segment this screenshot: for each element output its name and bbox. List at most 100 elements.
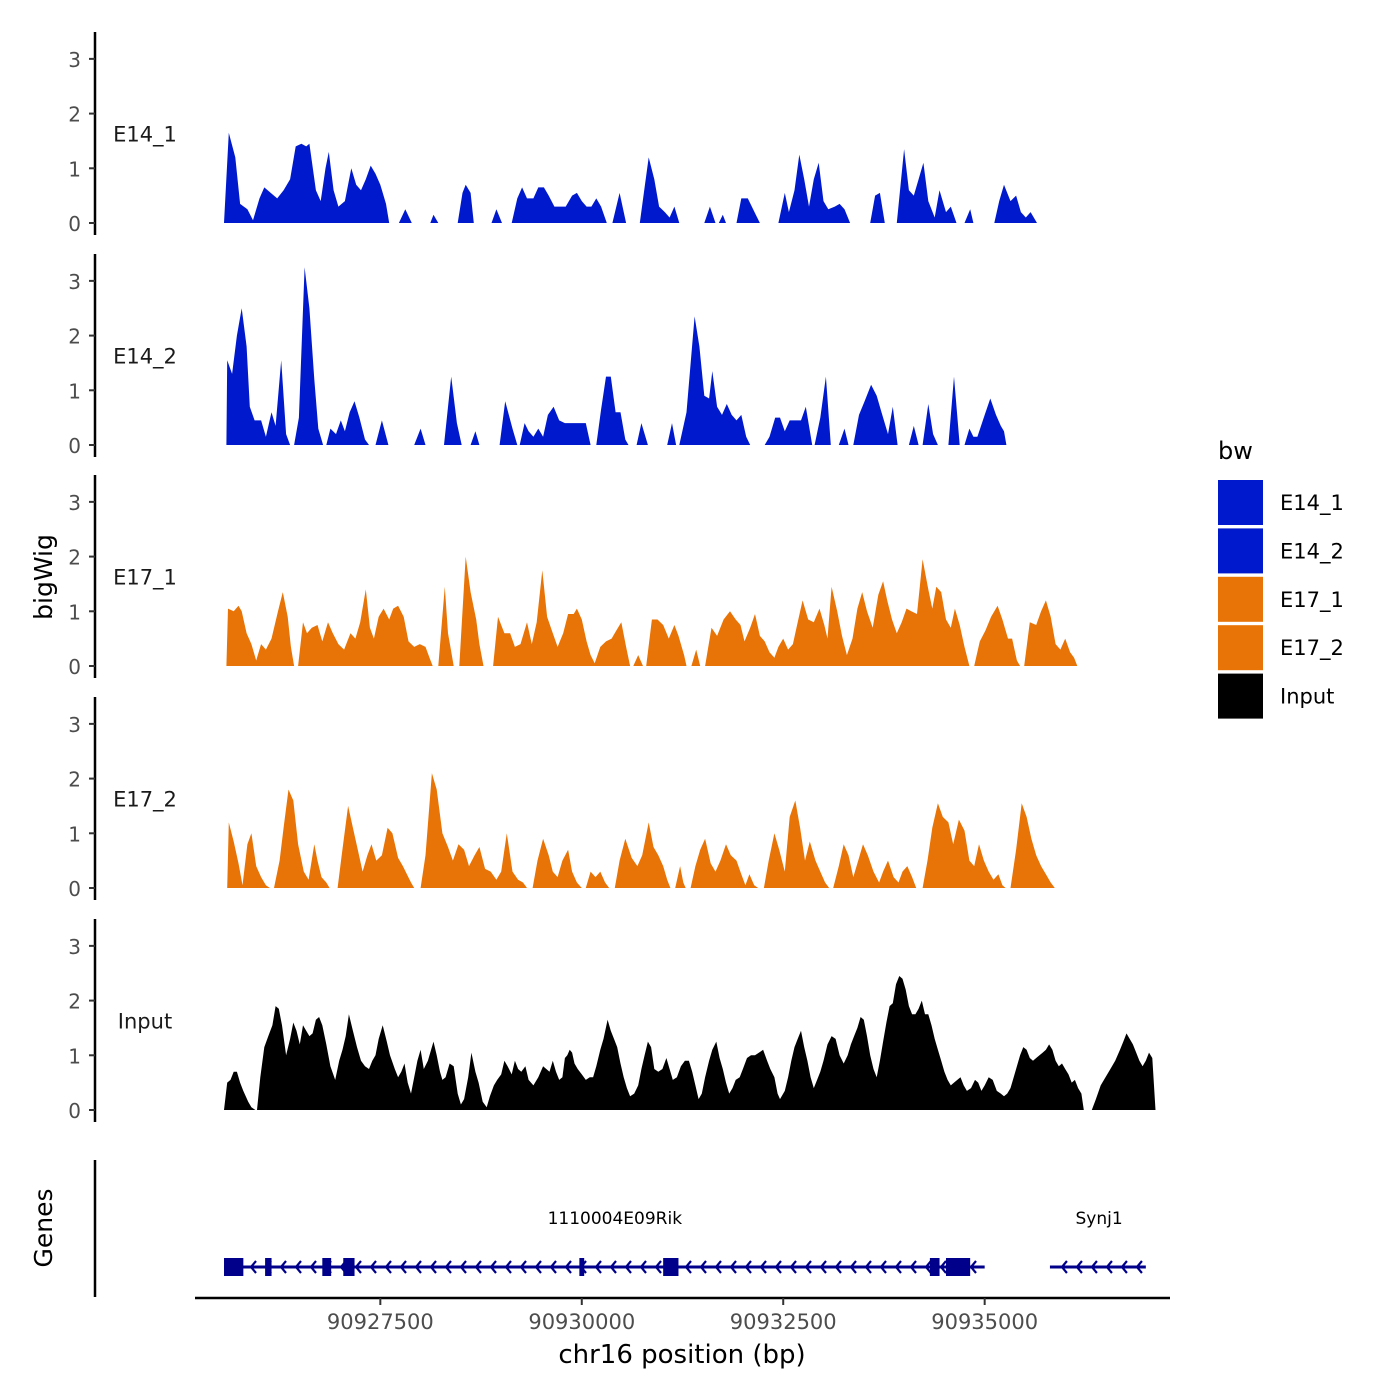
strand-arrow bbox=[969, 1260, 977, 1274]
exon bbox=[579, 1258, 585, 1276]
exon bbox=[945, 1258, 971, 1276]
x-axis: 90927500 90930000 90932500 90935000 chr16 p… bbox=[195, 1296, 1170, 1370]
x-tick-label: 90935000 bbox=[931, 1310, 1038, 1334]
strand-arrow bbox=[609, 1260, 617, 1274]
strand-arrow bbox=[759, 1260, 767, 1274]
y-tick-label: 0 bbox=[68, 212, 81, 236]
strand-arrow bbox=[399, 1260, 407, 1274]
strand-arrow bbox=[879, 1260, 887, 1274]
strand-arrow bbox=[939, 1260, 947, 1274]
legend-items: E14_1 E14_2 E17_1 E17_2 Input bbox=[1218, 480, 1344, 719]
x-axis-title: chr16 position (bp) bbox=[558, 1340, 805, 1370]
y-tick-label: 2 bbox=[68, 768, 81, 792]
track-E17_1: 0 1 2 3 E17_1 bbox=[68, 475, 1142, 679]
y-axis-title: bigWig bbox=[29, 534, 58, 620]
strand-arrow bbox=[444, 1260, 452, 1274]
strand-arrow bbox=[729, 1260, 737, 1274]
strand-arrow bbox=[504, 1260, 512, 1274]
genes-panel: Genes 1110004E09Rik Synj1 bbox=[29, 1160, 1146, 1297]
y-tick-label: 1 bbox=[68, 157, 81, 181]
strand-arrow bbox=[849, 1260, 857, 1274]
strand-arrow bbox=[1090, 1260, 1098, 1274]
strand-arrow bbox=[534, 1260, 542, 1274]
strand-arrow bbox=[744, 1260, 752, 1274]
track-label: E14_1 bbox=[113, 123, 177, 148]
strand-arrow bbox=[654, 1260, 662, 1274]
strand-arrow bbox=[414, 1260, 422, 1274]
coverage-area-E17_2 bbox=[227, 773, 1140, 888]
y-tick-label: 3 bbox=[68, 48, 81, 72]
y-tick-label: 0 bbox=[68, 877, 81, 901]
track-label: Input bbox=[118, 1010, 172, 1034]
strand-arrow bbox=[909, 1260, 917, 1274]
track-label: E17_2 bbox=[113, 788, 177, 813]
track-E14_2: 0 1 2 3 E14_2 bbox=[68, 254, 1007, 458]
strand-arrow bbox=[1105, 1260, 1113, 1274]
exon bbox=[224, 1258, 244, 1276]
gene-label: Synj1 bbox=[1076, 1209, 1123, 1229]
strand-arrow bbox=[549, 1260, 557, 1274]
strand-arrow bbox=[684, 1260, 692, 1274]
legend-item-E17_1: E17_1 bbox=[1218, 576, 1344, 622]
y-tick-label: 1 bbox=[68, 1044, 81, 1068]
strand-arrow bbox=[459, 1260, 467, 1274]
legend-label: E17_2 bbox=[1280, 636, 1344, 661]
coverage-area-E14_2 bbox=[226, 267, 1007, 445]
strand-arrow bbox=[834, 1260, 842, 1274]
strand-arrow bbox=[624, 1260, 632, 1274]
strand-arrow bbox=[564, 1260, 572, 1274]
strand-arrow bbox=[639, 1260, 647, 1274]
y-tick-label: 3 bbox=[68, 713, 81, 737]
y-tick-label: 3 bbox=[68, 935, 81, 959]
strand-arrow bbox=[429, 1260, 437, 1274]
gene-track: 1110004E09Rik Synj1 bbox=[224, 1209, 1146, 1276]
legend-label: E14_1 bbox=[1280, 491, 1344, 516]
y-tick-label: 2 bbox=[68, 103, 81, 127]
strand-arrow bbox=[924, 1260, 932, 1274]
strand-arrow bbox=[774, 1260, 782, 1274]
strand-arrow bbox=[699, 1260, 707, 1274]
gene-1110004E09Rik: 1110004E09Rik bbox=[224, 1209, 985, 1276]
strand-arrow bbox=[249, 1260, 257, 1274]
exon bbox=[265, 1258, 272, 1276]
y-tick-label: 2 bbox=[68, 325, 81, 349]
strand-arrow bbox=[294, 1260, 302, 1274]
strand-arrow bbox=[594, 1260, 602, 1274]
strand-arrow bbox=[714, 1260, 722, 1274]
exon bbox=[322, 1258, 332, 1276]
exon bbox=[929, 1258, 940, 1276]
strand-arrow bbox=[864, 1260, 872, 1274]
x-axis-ticks: 90927500 90930000 90932500 90935000 bbox=[327, 1298, 1038, 1334]
strand-arrow bbox=[384, 1260, 392, 1274]
strand-arrow bbox=[1060, 1260, 1068, 1274]
strand-arrow bbox=[309, 1260, 317, 1274]
y-tick-label: 2 bbox=[68, 990, 81, 1014]
legend-item-E14_2: E14_2 bbox=[1218, 528, 1344, 574]
x-tick-label: 90932500 bbox=[730, 1310, 837, 1334]
track-label: E17_1 bbox=[113, 566, 177, 591]
legend: bw E14_1 E14_2 E17_1 E17_2 Input bbox=[1218, 437, 1344, 719]
y-tick-label: 3 bbox=[68, 491, 81, 515]
strand-arrow bbox=[804, 1260, 812, 1274]
legend-swatch bbox=[1218, 480, 1263, 525]
coverage-area-Input bbox=[224, 976, 1156, 1110]
legend-swatch bbox=[1218, 625, 1263, 671]
strand-arrow bbox=[354, 1260, 362, 1274]
exon bbox=[663, 1258, 679, 1276]
x-tick-label: 90927500 bbox=[327, 1310, 434, 1334]
track-Input: 0 1 2 3 Input bbox=[68, 919, 1156, 1123]
strand-arrow bbox=[519, 1260, 527, 1274]
legend-swatch bbox=[1218, 673, 1263, 719]
track-E17_2: 0 1 2 3 E17_2 bbox=[68, 697, 1140, 901]
legend-label: Input bbox=[1280, 685, 1334, 709]
strand-arrow bbox=[369, 1260, 377, 1274]
legend-label: E14_2 bbox=[1280, 539, 1344, 564]
legend-item-E17_2: E17_2 bbox=[1218, 625, 1344, 671]
gene-label: 1110004E09Rik bbox=[548, 1209, 683, 1229]
legend-item-Input: Input bbox=[1218, 673, 1334, 719]
strand-arrow bbox=[1075, 1260, 1083, 1274]
y-tick-label: 1 bbox=[68, 600, 81, 624]
y-tick-label: 0 bbox=[68, 434, 81, 458]
track-label: E14_2 bbox=[113, 345, 177, 370]
